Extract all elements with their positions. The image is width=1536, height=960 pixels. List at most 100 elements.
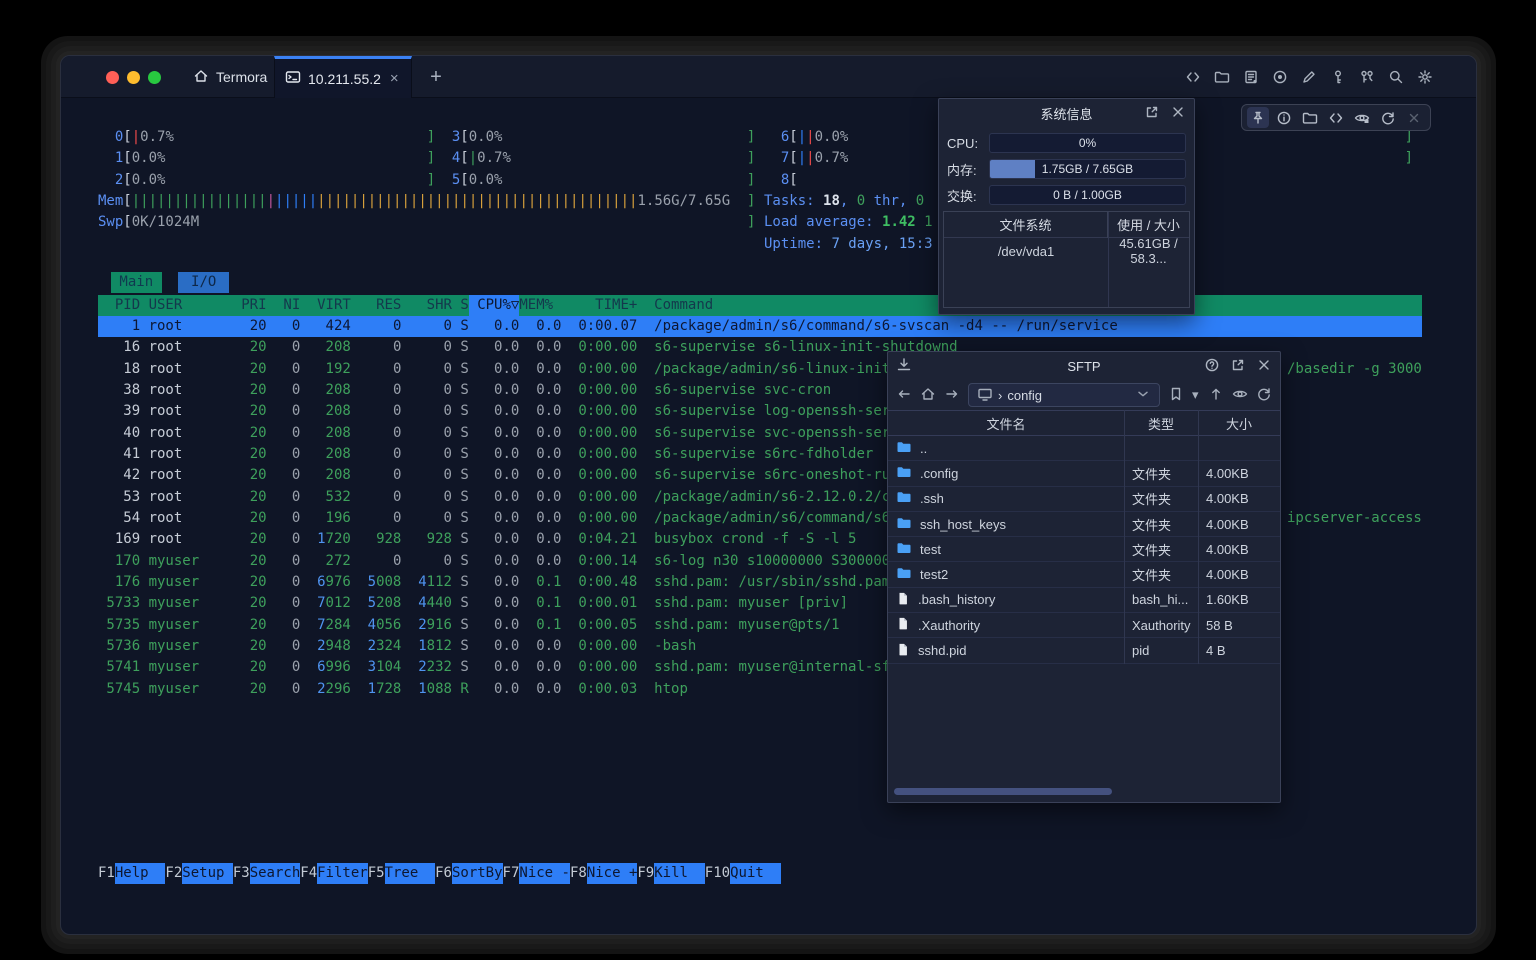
code-icon[interactable] [1325, 107, 1347, 128]
file-icon [896, 591, 910, 609]
path-breadcrumb[interactable]: › config [968, 383, 1160, 407]
file-name: sshd.pid [918, 643, 967, 659]
edit-icon[interactable] [1300, 68, 1318, 86]
process-row-pid-5745[interactable]: 5745 myuser 20 0 2296 1728 1088 R 0.0 0.0 0:00.03… [106, 680, 688, 697]
file-row[interactable]: ssh_host_keys 文件夹 4.00KB [888, 512, 1280, 538]
col-filename[interactable]: 文件名 [986, 416, 1026, 432]
process-row-pid-5741[interactable]: 5741 myuser 20 0 6996 3104 2232 S 0.0 0.0 0:00.00… [106, 659, 899, 676]
process-row-pid-169[interactable]: 169 root 20 0 1720 928 928 S 0.0 0.0 0:04.21 busyb… [114, 531, 857, 548]
chevron-down-icon[interactable] [1135, 386, 1151, 405]
key-icon[interactable] [1329, 68, 1347, 86]
process-row-pid-42[interactable]: 42 root 20 0 208 0 0 S 0.0 0.0 0:00.00 s6-supervis… [123, 467, 899, 484]
process-row-pid-54[interactable]: 54 root 20 0 196 0 0 S 0.0 0.0 0:00.00/package/ad… [123, 509, 899, 526]
snippets-icon[interactable] [1184, 68, 1202, 86]
gpu-monitor-icon[interactable] [1351, 107, 1373, 128]
settings-gear-icon[interactable] [1416, 68, 1434, 86]
fnkey-f8[interactable]: F8 [569, 865, 587, 881]
file-row[interactable]: test2 文件夹 4.00KB [888, 562, 1280, 588]
file-type: bash_hi... [1132, 592, 1189, 608]
log-icon[interactable] [1242, 68, 1260, 86]
zoom-window-button[interactable] [148, 71, 161, 84]
htop-tab-io[interactable]: I/O [178, 272, 229, 294]
refresh-icon[interactable] [1377, 107, 1399, 128]
process-row-pid-1[interactable]: 1 root 20 0 424 0 0 S 0.0 0.0 0:00.07/package/adm… [98, 316, 1422, 338]
home-icon[interactable] [920, 386, 936, 405]
open-in-window-icon[interactable] [1144, 104, 1160, 123]
process-row-pid-39[interactable]: 39 root 20 0 208 0 0 S 0.0 0.0 0:00.00 s6-supervis… [123, 403, 899, 420]
folder-icon[interactable] [1213, 68, 1231, 86]
help-icon[interactable] [1204, 357, 1220, 376]
file-row[interactable]: .Xauthority Xauthority 58 B [888, 613, 1280, 639]
file-row[interactable]: test 文件夹 4.00KB [888, 537, 1280, 563]
process-row-pid-5733[interactable]: 5733 myuser 20 0 7012 5208 4440 S 0.0 0.1 0:00.01… [106, 595, 849, 612]
bookmark-caret-icon[interactable]: ▾ [1192, 387, 1199, 402]
close-icon[interactable] [1403, 107, 1425, 128]
file-row[interactable]: .config 文件夹 4.00KB [888, 461, 1280, 487]
tab-active-session[interactable]: 10.211.55.2 × [274, 56, 412, 98]
close-window-button[interactable] [106, 71, 119, 84]
keychain-icon[interactable] [1358, 68, 1376, 86]
back-icon[interactable] [896, 386, 912, 405]
close-icon[interactable] [1256, 357, 1272, 376]
fnkey-label[interactable]: Nice - [519, 863, 570, 885]
new-tab-button[interactable]: + [430, 65, 442, 88]
sftp-table-header[interactable]: 文件名 类型 大小 [888, 410, 1280, 436]
fnkey-f3[interactable]: F3 [232, 865, 250, 881]
fnkey-label[interactable]: Help [114, 863, 166, 885]
folder-icon[interactable] [1299, 107, 1321, 128]
process-row-pid-38[interactable]: 38 root 20 0 208 0 0 S 0.0 0.0 0:00.00 s6-supervis… [123, 381, 832, 398]
search-icon[interactable] [1387, 68, 1405, 86]
fnkey-label[interactable]: Kill [654, 863, 705, 885]
horizontal-scrollbar[interactable] [894, 788, 1112, 795]
file-row[interactable]: sshd.pid pid 4 B [888, 638, 1280, 664]
process-row-pid-40[interactable]: 40 root 20 0 208 0 0 S 0.0 0.0 0:00.00 s6-supervis… [123, 424, 899, 441]
file-row[interactable]: .ssh 文件夹 4.00KB [888, 487, 1280, 512]
fnkey-label[interactable]: Nice + [586, 863, 637, 885]
forward-icon[interactable] [944, 386, 960, 405]
pin-icon[interactable] [1247, 107, 1269, 128]
fnkey-f5[interactable]: F5 [367, 865, 385, 881]
process-row-pid-5735[interactable]: 5735 myuser 20 0 7284 4056 2916 S 0.0 0.1 0:00.05… [106, 616, 840, 633]
close-icon[interactable] [1170, 104, 1186, 123]
fnkey-label[interactable]: Setup [182, 863, 233, 885]
fnkey-f6[interactable]: F6 [435, 865, 452, 881]
process-row-pid-53[interactable]: 53 root 20 0 532 0 0 S 0.0 0.0 0:00.00/package/ad… [123, 488, 899, 505]
process-row-pid-176[interactable]: 176 myuser 20 0 6976 5008 4112 S 0.0 0.1 0:00.48 s… [114, 573, 891, 590]
col-type[interactable]: 类型 [1147, 416, 1174, 432]
fnkey-label[interactable]: Tree [384, 863, 436, 885]
bookmark-icon[interactable] [1168, 386, 1184, 405]
filesystem-row[interactable]: /dev/vda1 45.61GB / 58.3... [997, 236, 1178, 266]
up-directory-icon[interactable] [1208, 386, 1224, 405]
minimize-window-button[interactable] [127, 71, 140, 84]
info-icon[interactable] [1273, 107, 1295, 128]
fnkey-f7[interactable]: F7 [502, 865, 520, 881]
fnkey-f10[interactable]: F10 [704, 865, 731, 881]
process-row-pid-5736[interactable]: 5736 myuser 20 0 2948 2324 1812 S 0.0 0.0 0:00.00… [106, 637, 697, 654]
fnkey-f4[interactable]: F4 [300, 865, 318, 881]
file-row[interactable]: .. [888, 436, 1280, 462]
cpu-meter-4: 4[|0.7%] [451, 150, 756, 167]
record-icon[interactable] [1271, 68, 1289, 86]
htop-tab-main[interactable]: Main [111, 272, 162, 294]
download-icon[interactable] [896, 357, 912, 376]
process-row-pid-170[interactable]: 170 myuser 20 0 272 0 0 S 0.0 0.0 0:00.14 s6-log n… [114, 552, 899, 569]
fnkey-label[interactable]: Filter [317, 863, 368, 885]
process-row-pid-41[interactable]: 41 root 20 0 208 0 0 S 0.0 0.0 0:00.00 s6-supervis… [123, 445, 874, 462]
terminal-htop[interactable]: 0[|0.7%] 1[0.0%] 2[0.0%] 3[0.0%] 4[|0.7%] 5[0… [98, 98, 1422, 898]
close-tab-icon[interactable]: × [389, 70, 399, 87]
fnkey-label[interactable]: Search [249, 863, 300, 885]
fnkey-label[interactable]: SortBy [451, 863, 503, 885]
col-size[interactable]: 大小 [1225, 416, 1252, 432]
sort-column-cpu[interactable]: CPU%▽ [468, 294, 520, 316]
home-tab[interactable]: Termora [179, 56, 281, 98]
process-row-pid-18[interactable]: 18 root 20 0 192 0 0 S 0.0 0.0 0:00.00/package/ad… [123, 360, 899, 377]
process-table-header[interactable]: PID USER PRI NI VIRT RES SHR S CPU%▽MEM% TIME+ Co… [98, 294, 1422, 316]
open-in-window-icon[interactable] [1230, 357, 1246, 376]
refresh-icon[interactable] [1256, 386, 1272, 405]
fnkey-f9[interactable]: F9 [637, 865, 655, 881]
fnkey-f2[interactable]: F2 [165, 865, 183, 881]
fnkey-f1[interactable]: F1 [98, 865, 115, 881]
show-hidden-icon[interactable] [1232, 386, 1248, 405]
file-row[interactable]: .bash_history bash_hi... 1.60KB [888, 588, 1280, 614]
fnkey-label[interactable]: Quit [730, 863, 781, 885]
